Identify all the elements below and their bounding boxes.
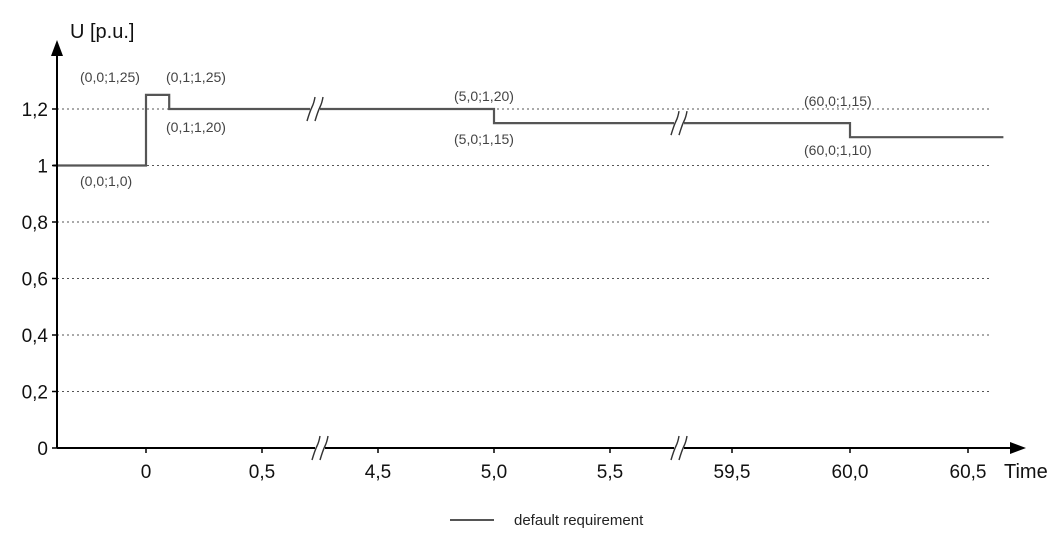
annotation-p600-110: (60,0;1,10) (804, 142, 872, 158)
annotation-p600-115: (60,0;1,15) (804, 93, 872, 109)
axis-break-marks (306, 96, 688, 461)
y-tick-label: 0,2 (22, 383, 48, 404)
x-tick-label: 5,0 (481, 462, 507, 483)
annotation-p01-120: (0,1;1,20) (166, 119, 226, 135)
break-slash-icon (670, 111, 680, 136)
x-axis-arrow-icon (1010, 442, 1026, 454)
break-gap (315, 436, 325, 460)
annotation-p00-10: (0,0;1,0) (80, 173, 132, 189)
y-tick-labels: 0 0,2 0,4 0,6 0,8 1 1,2 (22, 100, 57, 460)
annotation-p50-120: (5,0;1,20) (454, 88, 514, 104)
y-tick-label: 0,4 (22, 326, 49, 347)
annotation-p50-115: (5,0;1,15) (454, 131, 514, 147)
x-tick-label: 0 (141, 462, 152, 483)
y-tick-label: 1 (37, 157, 48, 178)
break-slash-icon (670, 435, 680, 461)
annotation-p00-125: (0,0;1,25) (80, 69, 140, 85)
x-tick-label: 60,5 (950, 462, 987, 483)
break-gap (674, 436, 684, 460)
y-axis-title: U [p.u.] (70, 21, 134, 43)
break-gap (310, 97, 320, 121)
point-annotations: (0,0;1,0) (0,0;1,25) (0,1;1,25) (0,1;1,20) (… (80, 69, 872, 189)
break-slash-icon (678, 111, 688, 136)
x-tick-label: 0,5 (249, 462, 275, 483)
x-axis-title: Time (1004, 461, 1048, 483)
x-tick-label: 60,0 (832, 462, 869, 483)
y-tick-label: 0,8 (22, 213, 48, 234)
y-tick-label: 1,2 (22, 100, 48, 121)
x-tick-label: 4,5 (365, 462, 391, 483)
break-slash-icon (314, 96, 324, 122)
axes (51, 40, 1026, 454)
y-axis-arrow-icon (51, 40, 63, 56)
y-tick-label: 0 (37, 439, 48, 460)
y-tick-label: 0,6 (22, 270, 48, 291)
annotation-p01-125: (0,1;1,25) (166, 69, 226, 85)
series-line-default-requirement (53, 93, 1004, 167)
break-gap (674, 111, 684, 136)
legend-label: default requirement (514, 512, 644, 529)
x-tick-label: 5,5 (597, 462, 623, 483)
break-slash-icon (319, 435, 329, 461)
break-slash-icon (306, 96, 316, 122)
x-tick-labels: 0 0,5 4,5 5,0 5,5 59,5 60,0 60,5 (141, 448, 987, 483)
break-slash-icon (311, 435, 321, 461)
legend: default requirement (450, 512, 644, 529)
x-tick-label: 59,5 (714, 462, 751, 483)
break-slash-icon (678, 435, 688, 461)
